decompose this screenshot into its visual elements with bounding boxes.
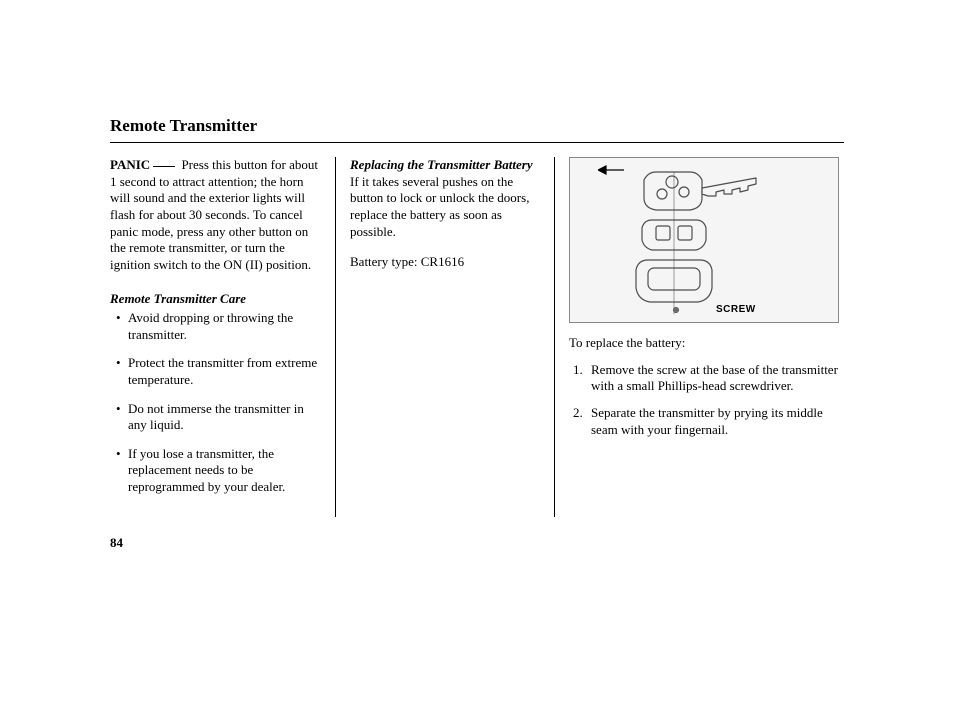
- columns: PANIC Press this button for about 1 seco…: [110, 157, 844, 517]
- title-rule: [110, 142, 844, 143]
- manual-page: Remote Transmitter PANIC Press this butt…: [0, 0, 954, 551]
- replace-text: If it takes several pushes on the button…: [350, 174, 529, 239]
- panic-label: PANIC: [110, 157, 150, 172]
- column-1: PANIC Press this button for about 1 seco…: [110, 157, 335, 517]
- care-item: Protect the transmitter from extreme tem…: [118, 355, 321, 388]
- care-item: Avoid dropping or throwing the transmitt…: [118, 310, 321, 343]
- page-number: 84: [110, 535, 844, 551]
- replace-heading: Replacing the Transmitter Battery: [350, 157, 533, 172]
- arrow-left-icon: [598, 164, 626, 176]
- transmitter-figure: SCREW: [569, 157, 839, 323]
- replace-intro: To replace the battery:: [569, 335, 844, 352]
- battery-type: Battery type: CR1616: [350, 254, 540, 271]
- step-number: 1.: [573, 362, 583, 379]
- column-3: SCREW To replace the battery: 1. Remove …: [555, 157, 844, 517]
- care-list: Avoid dropping or throwing the transmitt…: [110, 310, 321, 496]
- step-item: 1. Remove the screw at the base of the t…: [573, 362, 844, 395]
- step-text: Separate the transmitter by prying its m…: [591, 405, 823, 437]
- screw-label: SCREW: [716, 304, 756, 317]
- steps-list: 1. Remove the screw at the base of the t…: [569, 362, 844, 439]
- panic-dash-icon: [153, 166, 175, 167]
- step-item: 2. Separate the transmitter by prying it…: [573, 405, 844, 438]
- care-heading: Remote Transmitter Care: [110, 291, 321, 308]
- column-2: Replacing the Transmitter Battery If it …: [335, 157, 555, 517]
- panic-paragraph: PANIC Press this button for about 1 seco…: [110, 157, 321, 273]
- step-number: 2.: [573, 405, 583, 422]
- step-text: Remove the screw at the base of the tran…: [591, 362, 838, 394]
- key-diagram-icon: [598, 164, 768, 318]
- care-item: Do not immerse the transmitter in any li…: [118, 401, 321, 434]
- page-title: Remote Transmitter: [110, 116, 844, 136]
- care-item: If you lose a transmitter, the replaceme…: [118, 446, 321, 496]
- replace-paragraph: Replacing the Transmitter Battery If it …: [350, 157, 540, 240]
- panic-text: Press this button for about 1 second to …: [110, 157, 318, 272]
